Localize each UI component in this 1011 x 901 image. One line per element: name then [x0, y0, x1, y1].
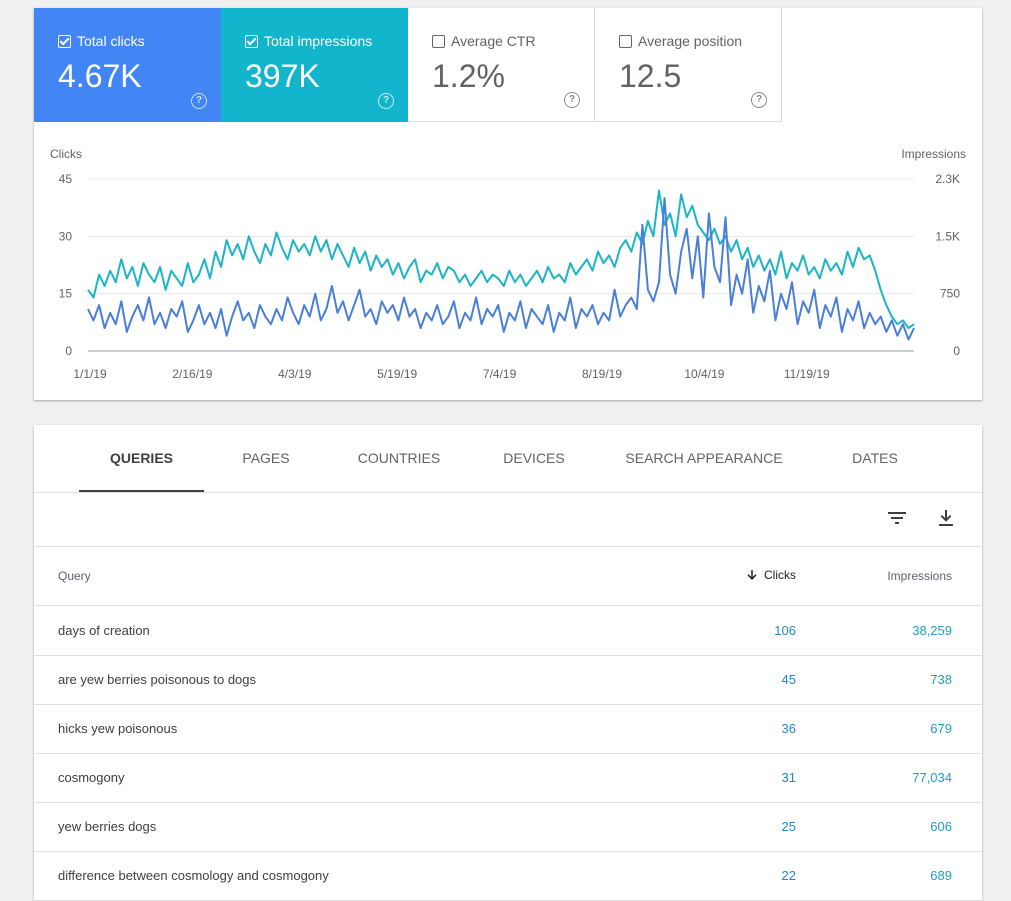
- column-header-impressions[interactable]: Impressions: [887, 569, 952, 583]
- column-header-query[interactable]: Query: [58, 569, 91, 583]
- query-cell: days of creation: [58, 623, 150, 638]
- impressions-cell: 77,034: [912, 770, 952, 785]
- chart-series: [87, 189, 915, 341]
- checkbox-checked-icon[interactable]: [58, 34, 71, 48]
- tab-devices[interactable]: DEVICES: [503, 450, 565, 466]
- tab-dates[interactable]: DATES: [852, 450, 898, 466]
- performance-card: Total clicks 4.67K ? Total impressions 3…: [34, 8, 982, 400]
- metric-header: Total clicks: [58, 33, 145, 49]
- table-row[interactable]: days of creation 106 38,259: [34, 606, 982, 656]
- query-cell: cosmogony: [58, 770, 125, 785]
- clicks-cell: 22: [781, 868, 796, 883]
- metric-header: Average CTR: [432, 33, 536, 49]
- impressions-cell: 738: [930, 672, 952, 687]
- x-tick-label: 2/16/19: [172, 367, 212, 381]
- metric-total-impressions[interactable]: Total impressions 397K ?: [221, 8, 408, 122]
- help-icon[interactable]: ?: [751, 92, 767, 108]
- checkbox-unchecked-icon[interactable]: [432, 34, 445, 48]
- series-line-clicks: [87, 197, 915, 341]
- clicks-cell: 106: [774, 623, 796, 638]
- metric-header: Total impressions: [245, 33, 372, 49]
- column-header-clicks[interactable]: Clicks: [746, 568, 796, 582]
- metric-label: Total clicks: [77, 33, 145, 49]
- metric-average-position[interactable]: Average position 12.5 ?: [595, 8, 782, 122]
- x-tick-label: 8/19/19: [582, 367, 622, 381]
- tab-queries[interactable]: QUERIES: [109, 450, 173, 466]
- right-tick-label: 750: [940, 287, 960, 301]
- filter-icon[interactable]: [885, 506, 909, 530]
- impressions-cell: 606: [930, 819, 952, 834]
- impressions-cell: 38,259: [912, 623, 952, 638]
- table-row[interactable]: difference between cosmology and cosmogo…: [34, 851, 982, 901]
- metric-label: Total impressions: [264, 33, 373, 49]
- table-card: QUERIES PAGES COUNTRIES DEVICES SEARCH A…: [34, 425, 982, 901]
- metric-value: 397K: [245, 58, 320, 94]
- metric-label: Average position: [638, 33, 743, 49]
- metric-value: 4.67K: [58, 58, 142, 94]
- series-line-impressions: [87, 189, 915, 330]
- help-icon[interactable]: ?: [191, 93, 207, 109]
- clicks-cell: 25: [781, 819, 796, 834]
- x-tick-label: 7/4/19: [483, 367, 517, 381]
- table-row[interactable]: yew berries dogs 25 606: [34, 802, 982, 852]
- query-cell: hicks yew poisonous: [58, 721, 178, 736]
- left-tick-label: 30: [59, 229, 73, 243]
- left-axis-label: Clicks: [50, 147, 82, 161]
- table-row[interactable]: are yew berries poisonous to dogs 45 738: [34, 655, 982, 705]
- x-tick-label: 11/19/19: [784, 367, 830, 381]
- x-tick-label: 1/1/19: [73, 367, 107, 381]
- right-axis-ticks: 2.3K 1.5K 750 0: [935, 172, 960, 358]
- right-tick-label: 0: [953, 344, 960, 358]
- chart-gridlines: [88, 178, 914, 352]
- table-row[interactable]: hicks yew poisonous 36 679: [34, 704, 982, 754]
- left-tick-label: 15: [59, 287, 73, 301]
- left-tick-label: 0: [65, 344, 72, 358]
- metric-header: Average position: [619, 33, 742, 49]
- table-header: Query Clicks Impressions: [34, 547, 982, 606]
- clicks-cell: 45: [781, 672, 796, 687]
- query-cell: are yew berries poisonous to dogs: [58, 672, 257, 687]
- metric-value: 1.2%: [432, 58, 505, 94]
- x-tick-label: 4/3/19: [278, 367, 312, 381]
- query-cell: difference between cosmology and cosmogo…: [58, 868, 329, 883]
- x-axis-ticks: 1/1/19 2/16/19 4/3/19 5/19/19 7/4/19 8/19/19 1…: [73, 367, 830, 381]
- sort-down-arrow-icon: [747, 570, 757, 580]
- download-icon[interactable]: [934, 506, 958, 530]
- clicks-cell: 31: [781, 770, 796, 785]
- right-axis-label: Impressions: [901, 147, 966, 161]
- left-axis-ticks: 45 30 15 0: [59, 172, 73, 358]
- metric-total-clicks[interactable]: Total clicks 4.67K ?: [34, 8, 221, 122]
- help-icon[interactable]: ?: [564, 92, 580, 108]
- metric-label: Average CTR: [451, 33, 536, 49]
- table-toolbar: [34, 492, 982, 547]
- help-icon[interactable]: ?: [378, 93, 394, 109]
- checkbox-checked-icon[interactable]: [245, 34, 258, 48]
- metric-value: 12.5: [619, 58, 682, 94]
- metric-average-ctr[interactable]: Average CTR 1.2% ?: [408, 8, 595, 122]
- x-tick-label: 5/19/19: [377, 367, 417, 381]
- table-row[interactable]: cosmogony 31 77,034: [34, 753, 982, 803]
- tab-search-appearance[interactable]: SEARCH APPEARANCE: [625, 450, 783, 466]
- impressions-cell: 689: [930, 868, 952, 883]
- query-cell: yew berries dogs: [58, 819, 157, 834]
- column-header-clicks-label: Clicks: [764, 568, 796, 582]
- impressions-cell: 679: [930, 721, 952, 736]
- tab-pages[interactable]: PAGES: [242, 450, 290, 466]
- right-tick-label: 1.5K: [935, 229, 960, 243]
- tab-countries[interactable]: COUNTRIES: [357, 450, 441, 466]
- tab-bar: QUERIES PAGES COUNTRIES DEVICES SEARCH A…: [34, 425, 982, 493]
- x-tick-label: 10/4/19: [684, 367, 724, 381]
- active-tab-indicator: [79, 490, 204, 492]
- left-tick-label: 45: [59, 172, 73, 186]
- clicks-cell: 36: [781, 721, 796, 736]
- checkbox-unchecked-icon[interactable]: [619, 34, 632, 48]
- right-tick-label: 2.3K: [935, 172, 960, 186]
